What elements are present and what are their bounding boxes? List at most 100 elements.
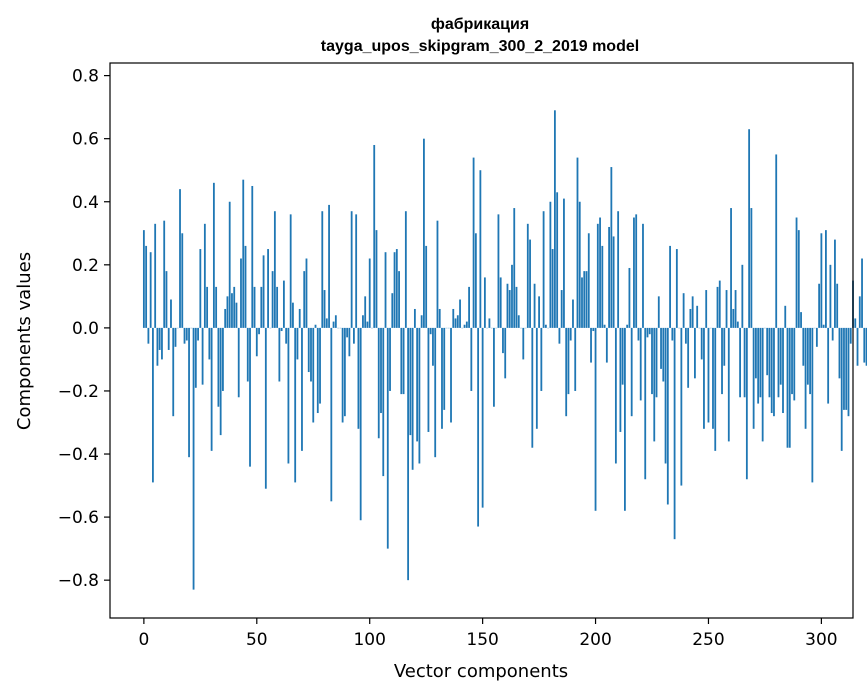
bar-198	[590, 327, 592, 363]
bar-142	[463, 324, 466, 328]
bar-315	[854, 318, 857, 328]
plot-frame	[109, 62, 854, 619]
bar-176	[540, 327, 543, 391]
bar-51	[258, 327, 260, 335]
bar-103	[375, 230, 378, 328]
bar-4	[152, 327, 154, 483]
bar-85	[334, 315, 337, 328]
bar-13	[172, 327, 175, 417]
bar-55	[267, 249, 269, 328]
bar-71	[303, 271, 306, 328]
x-tick-label: 50	[246, 630, 268, 650]
bar-50	[255, 327, 258, 357]
bar-104	[377, 327, 380, 439]
bar-27	[203, 223, 206, 328]
y-tick-label: 0.6	[72, 130, 99, 150]
bar-258	[725, 290, 728, 328]
bar-186	[563, 198, 565, 328]
bar-61	[280, 327, 283, 332]
bar-208	[612, 236, 615, 328]
bar-149	[479, 170, 482, 328]
bar-238	[680, 327, 683, 486]
bar-131	[438, 308, 441, 328]
bar-44	[242, 179, 245, 328]
bar-260	[730, 208, 732, 328]
bar-8	[161, 327, 163, 360]
bar-110	[391, 293, 394, 328]
bar-166	[517, 315, 520, 328]
bar-139	[456, 315, 459, 328]
bar-144	[468, 286, 470, 328]
bar-66	[292, 302, 294, 328]
bar-163	[511, 264, 513, 328]
bar-118	[409, 327, 412, 436]
bar-63	[285, 327, 288, 344]
bar-5	[154, 223, 157, 328]
bar-261	[732, 308, 735, 328]
bar-302	[825, 230, 827, 328]
bar-37	[226, 296, 229, 328]
chart-subtitle: tayga_upos_skipgram_300_2_2019 model	[321, 38, 639, 55]
bar-62	[282, 280, 285, 328]
bars-group	[142, 110, 867, 590]
bar-184	[558, 327, 561, 344]
bar-34	[219, 327, 222, 436]
x-tick-label: 250	[692, 630, 724, 650]
bar-247	[700, 327, 703, 360]
bar-165	[515, 286, 518, 328]
bar-313	[849, 327, 852, 344]
bar-180	[549, 201, 552, 328]
bar-54	[264, 327, 267, 489]
bar-151	[483, 277, 486, 328]
bar-26	[201, 327, 204, 385]
bar-174	[535, 327, 538, 429]
bar-249	[705, 290, 708, 328]
bar-105	[380, 327, 382, 414]
x-axis-label: Vector components	[394, 661, 568, 682]
y-tick-label: −0.8	[58, 571, 99, 591]
bar-70	[301, 327, 303, 451]
bar-94	[355, 214, 358, 328]
bar-273	[759, 327, 762, 398]
bar-58	[273, 211, 276, 328]
bar-224	[648, 327, 651, 335]
bar-150	[481, 327, 484, 508]
bar-117	[407, 327, 410, 581]
bar-265	[741, 264, 744, 328]
bar-188	[567, 327, 570, 395]
bar-129	[434, 327, 437, 458]
bar-290	[797, 230, 800, 328]
bar-115	[402, 327, 405, 395]
bar-316	[856, 327, 859, 366]
bar-123	[420, 315, 423, 328]
bar-277	[768, 327, 771, 398]
bar-57	[271, 271, 274, 328]
bar-254	[716, 286, 719, 328]
bar-113	[398, 271, 400, 328]
bar-177	[542, 211, 545, 328]
bar-136	[450, 327, 452, 423]
y-tick-label: 0.0	[72, 319, 99, 339]
bar-43	[240, 258, 242, 328]
bar-60	[278, 327, 281, 382]
bar-111	[393, 252, 396, 328]
bar-68	[296, 327, 299, 360]
bar-291	[800, 312, 802, 328]
bar-241	[687, 327, 690, 388]
bar-88	[341, 327, 344, 423]
bar-226	[653, 327, 656, 442]
bar-16	[179, 189, 181, 328]
bar-262	[734, 290, 737, 328]
bar-35	[222, 327, 224, 391]
bar-49	[253, 286, 256, 328]
bar-170	[526, 223, 529, 328]
bar-187	[565, 327, 568, 417]
bar-263	[736, 321, 739, 328]
bar-183	[556, 192, 559, 328]
bar-282	[779, 327, 782, 385]
bar-202	[599, 217, 601, 328]
y-tick-label: 0.4	[72, 193, 99, 213]
bar-12	[170, 299, 172, 328]
bar-219	[637, 327, 640, 341]
bar-146	[472, 157, 475, 328]
